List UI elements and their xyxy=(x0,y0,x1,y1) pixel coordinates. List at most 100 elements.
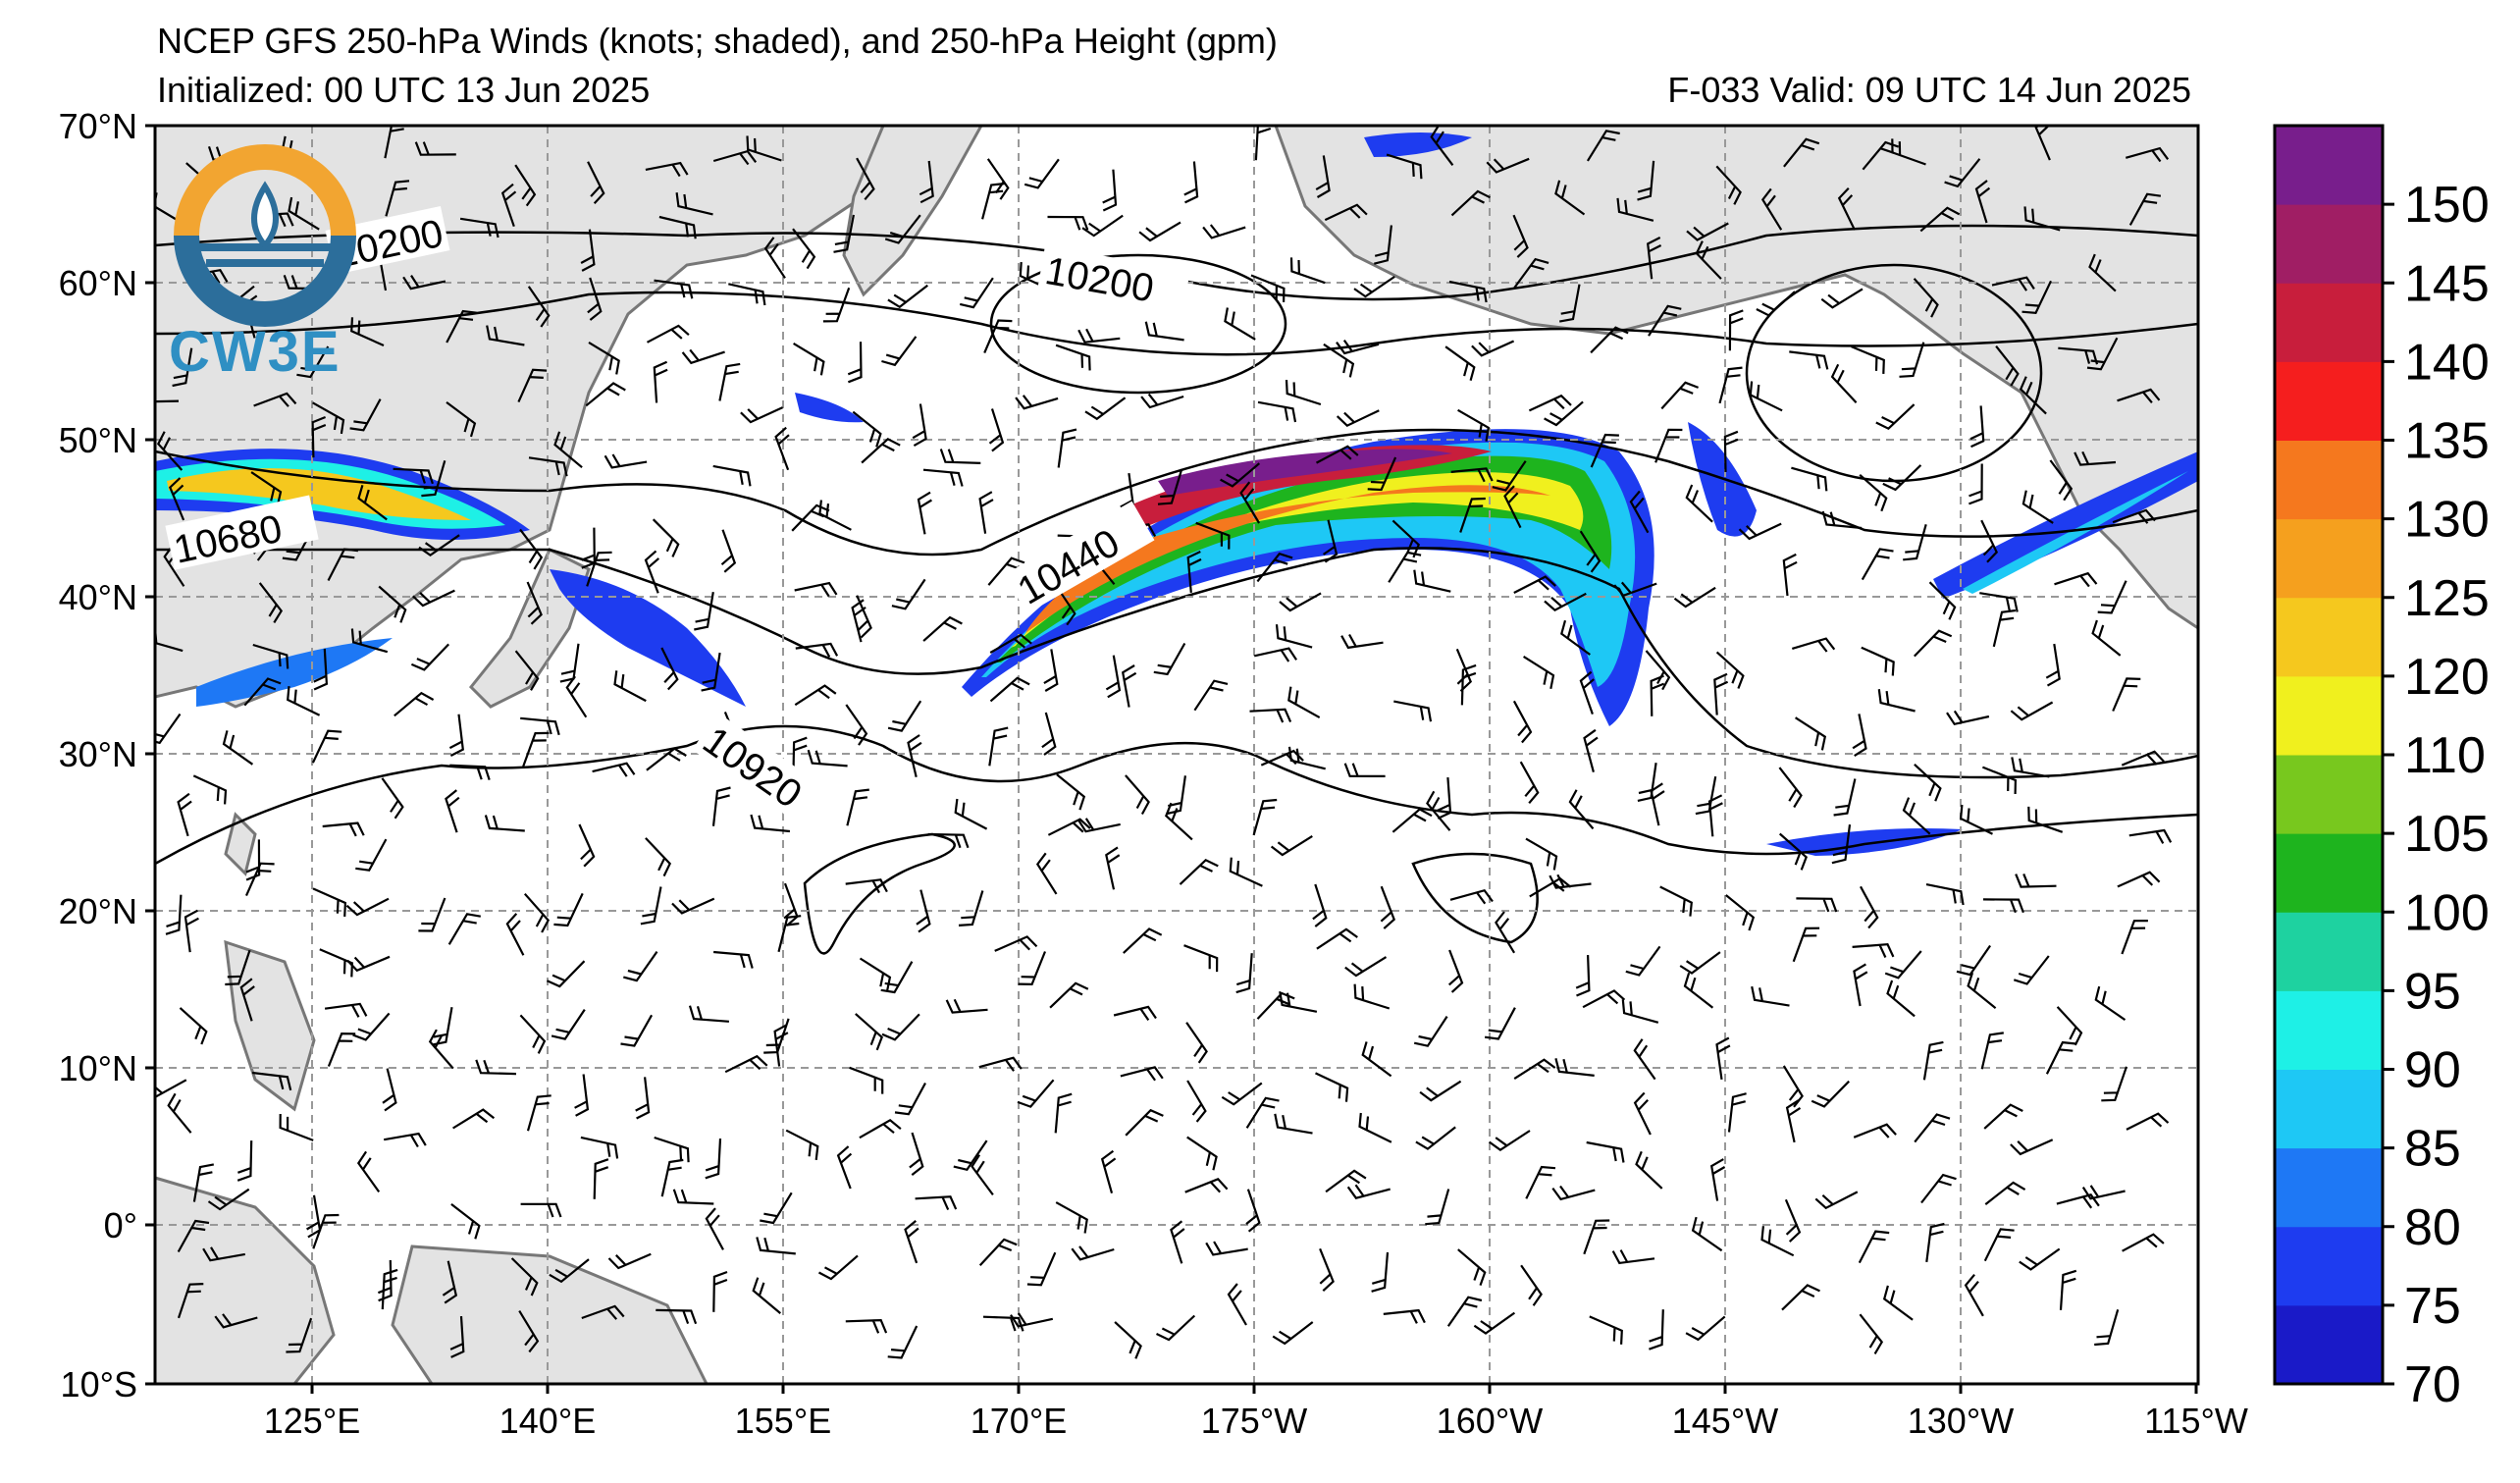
wind-barb xyxy=(1047,215,1089,231)
wind-barb xyxy=(1289,257,1326,285)
wind-barb xyxy=(1616,197,1654,222)
wind-barb xyxy=(660,647,679,691)
wind-barb xyxy=(514,164,537,207)
wind-barb xyxy=(250,471,283,506)
wind-barb xyxy=(1590,433,1619,468)
wind-barb xyxy=(1250,274,1286,302)
wind-barb xyxy=(1920,1173,1957,1204)
lon-label: 145°W xyxy=(1672,1401,1778,1441)
wind-barb xyxy=(916,889,931,933)
wind-barb xyxy=(1415,1126,1456,1150)
wind-barb xyxy=(1383,1308,1426,1324)
wind-barb xyxy=(2027,806,2064,833)
wind-barb xyxy=(1782,553,1798,597)
lon-label: 160°W xyxy=(1437,1401,1543,1441)
wind-barb xyxy=(1583,1219,1610,1255)
wind-barb xyxy=(1913,278,1939,318)
wind-barb xyxy=(346,955,391,973)
wind-barb xyxy=(1520,1264,1543,1306)
wind-barb xyxy=(994,935,1038,952)
wind-barb xyxy=(1830,363,1858,403)
wind-barb xyxy=(881,1013,920,1041)
wind-barb xyxy=(1315,155,1331,198)
wind-barb xyxy=(526,581,543,625)
wind-barb xyxy=(296,345,330,379)
wind-barb xyxy=(412,589,455,608)
wind-barb xyxy=(2117,871,2161,888)
wind-barb xyxy=(2056,1006,2083,1046)
wind-barb xyxy=(2094,1308,2120,1347)
wind-barb xyxy=(646,324,690,344)
wind-barb xyxy=(658,215,697,239)
colorbar-label: 80 xyxy=(2404,1199,2461,1256)
wind-barb xyxy=(1851,345,1885,374)
wind-barb xyxy=(654,1136,690,1163)
wind-barb xyxy=(1956,944,1992,977)
wind-barb xyxy=(1659,885,1693,917)
wind-barb xyxy=(1544,400,1584,427)
wind-barb xyxy=(486,325,525,346)
wind-barb xyxy=(1249,708,1292,723)
wind-barb xyxy=(1270,834,1313,857)
wind-barb xyxy=(2128,828,2173,844)
wind-barb xyxy=(565,675,588,718)
colorbar-swatch xyxy=(2275,1147,2383,1228)
wind-barb xyxy=(1858,1230,1890,1264)
wind-barb xyxy=(1992,609,2017,648)
wind-barb xyxy=(2128,192,2162,226)
wind-barb xyxy=(1186,1136,1218,1171)
wind-barb xyxy=(155,713,182,745)
logo-text: CW3E xyxy=(169,320,341,384)
colorbar-label: 145 xyxy=(2404,255,2490,312)
wind-barb xyxy=(421,459,446,498)
wind-barb xyxy=(2023,206,2061,232)
wind-barb xyxy=(580,229,596,272)
wind-barb xyxy=(1725,894,1756,931)
wind-barb xyxy=(1981,766,2018,795)
wind-barb xyxy=(2021,490,2054,524)
colorbar-label: 130 xyxy=(2404,492,2490,549)
wind-barb xyxy=(520,716,560,736)
wind-barb xyxy=(350,628,389,654)
lat-label: 30°N xyxy=(59,734,137,774)
wind-barb xyxy=(983,319,1013,354)
wind-barb xyxy=(705,1139,722,1180)
wind-barb xyxy=(1796,897,1838,913)
wind-barb xyxy=(958,890,984,927)
wind-barb xyxy=(1245,1189,1261,1233)
lat-label: 70°N xyxy=(59,106,137,146)
wind-barb xyxy=(845,878,888,894)
wind-barb xyxy=(1144,321,1184,342)
wind-barb xyxy=(239,978,255,1022)
wind-barb xyxy=(251,1071,292,1091)
wind-barb xyxy=(1715,1036,1731,1081)
wind-barb xyxy=(1785,1099,1802,1143)
wind-barb xyxy=(861,437,901,464)
wind-barb xyxy=(1125,1108,1164,1137)
wind-barb xyxy=(785,1129,819,1161)
colorbar-label: 120 xyxy=(2404,649,2490,706)
wind-barb xyxy=(1426,790,1451,831)
wind-barb xyxy=(620,1014,654,1047)
wind-barb xyxy=(1709,1158,1726,1201)
wind-barb xyxy=(553,892,584,927)
wind-barb xyxy=(795,642,839,658)
wind-barb xyxy=(1253,647,1298,662)
wind-barb xyxy=(1647,237,1662,280)
wind-barb xyxy=(1554,1058,1595,1077)
wind-barb xyxy=(1239,481,1261,524)
wind-barb xyxy=(1279,592,1322,612)
colorbar-swatch xyxy=(2275,990,2383,1070)
wind-barb xyxy=(428,1029,454,1070)
wind-barb xyxy=(1344,956,1388,978)
wind-barb xyxy=(414,141,456,156)
wind-barb xyxy=(640,886,662,926)
wind-barb xyxy=(845,704,868,746)
wind-barb xyxy=(279,1113,314,1141)
wind-barb xyxy=(1374,225,1392,265)
map-title: NCEP GFS 250-hPa Winds (knots; shaded), … xyxy=(157,21,1278,61)
wind-barb xyxy=(1884,950,1922,980)
wind-barb xyxy=(1015,395,1059,410)
lon-label: 140°E xyxy=(499,1401,596,1441)
wind-barb xyxy=(1287,746,1326,770)
